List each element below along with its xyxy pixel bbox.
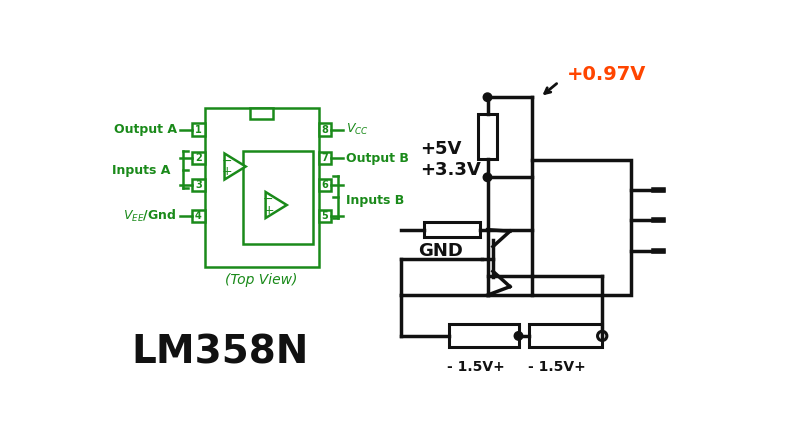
Circle shape (483, 93, 492, 102)
Bar (243, 151, 313, 244)
Text: Inputs A: Inputs A (112, 164, 170, 177)
Bar (318, 179, 331, 191)
Text: −: − (263, 193, 274, 206)
Polygon shape (225, 153, 246, 180)
Text: - 1.5V+: - 1.5V+ (528, 360, 586, 374)
Bar (478, 114, 497, 159)
Bar (250, 108, 274, 119)
Text: Output B: Output B (346, 152, 410, 165)
Bar (318, 210, 331, 222)
Text: 8: 8 (322, 124, 328, 134)
Text: +0.97V: +0.97V (566, 65, 646, 84)
Text: Output A: Output A (114, 123, 177, 136)
Circle shape (514, 332, 522, 340)
Text: $V_{EE}$/Gnd: $V_{EE}$/Gnd (123, 208, 177, 224)
Text: 7: 7 (322, 153, 328, 163)
Text: 1: 1 (195, 124, 202, 134)
Bar (192, 152, 205, 164)
Bar (192, 179, 205, 191)
Bar (449, 325, 518, 347)
Text: −: − (222, 155, 233, 168)
Bar (192, 210, 205, 222)
Text: LM358N: LM358N (131, 334, 309, 372)
Bar (205, 108, 318, 267)
Text: +: + (263, 204, 274, 217)
Text: (Top View): (Top View) (226, 273, 298, 287)
Bar (318, 152, 331, 164)
Polygon shape (266, 192, 286, 218)
Text: 3: 3 (195, 180, 202, 190)
Text: +5V: +5V (420, 140, 462, 158)
Text: GND: GND (418, 242, 462, 260)
Text: Inputs B: Inputs B (346, 194, 405, 207)
Bar (318, 124, 331, 136)
Circle shape (483, 173, 492, 181)
Text: 4: 4 (195, 211, 202, 221)
Bar (530, 325, 602, 347)
Text: +3.3V: +3.3V (420, 161, 481, 180)
Bar (192, 124, 205, 136)
Text: 5: 5 (322, 211, 328, 221)
Text: +: + (222, 165, 233, 178)
Bar (424, 222, 480, 237)
Text: - 1.5V+: - 1.5V+ (447, 360, 505, 374)
Text: $V_{CC}$: $V_{CC}$ (346, 122, 369, 137)
Bar (533, 160, 631, 295)
Text: 2: 2 (195, 153, 202, 163)
Text: 6: 6 (322, 180, 328, 190)
